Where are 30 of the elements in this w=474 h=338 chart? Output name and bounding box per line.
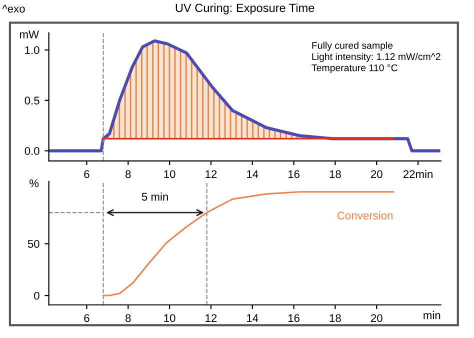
annotation: Fully cured sample Light intensity: 1.12 mW/cm^2 Temperature 110 °C [312, 42, 440, 74]
x-tick-label: 8 [126, 314, 131, 322]
text: ^exo [2, 4, 25, 13]
x-tick-label: 12 [206, 170, 217, 178]
x-tick-label: 12 [206, 314, 217, 322]
y-tick-label: 50 [28, 240, 40, 248]
x-tick-label: 6 [84, 170, 90, 178]
x-tick-label: 10 [164, 314, 176, 322]
x-tick-label: 22min [403, 170, 432, 178]
x-tick-label: 14 [247, 314, 258, 322]
x-tick-label: 20 [371, 170, 382, 178]
chart-title: UV Curing: Exposure Time [176, 3, 314, 14]
x-tick-label: 10 [164, 170, 176, 178]
y-tick-label: 0.0 [24, 147, 40, 155]
y-tick-label: 1.0 [25, 46, 40, 54]
x-tick-label: 8 [126, 170, 131, 178]
x-axis-title: min [424, 311, 440, 320]
x-tick-label: 6 [84, 314, 90, 322]
x-tick-label: 16 [288, 314, 300, 322]
y-tick-label: 0 [34, 292, 40, 300]
x-tick-label: 14 [247, 170, 258, 178]
annotation: 5 min [142, 192, 168, 201]
x-tick-label: 20 [371, 314, 382, 322]
y-axis-title: % [30, 179, 39, 188]
x-tick-label: 18 [330, 314, 341, 322]
x-tick-label: 16 [288, 170, 300, 178]
y-tick-label: 0.5 [24, 96, 40, 105]
y-axis-title: mW [20, 30, 39, 38]
x-tick-label: 18 [330, 170, 341, 178]
series-label: Conversion [338, 211, 392, 220]
